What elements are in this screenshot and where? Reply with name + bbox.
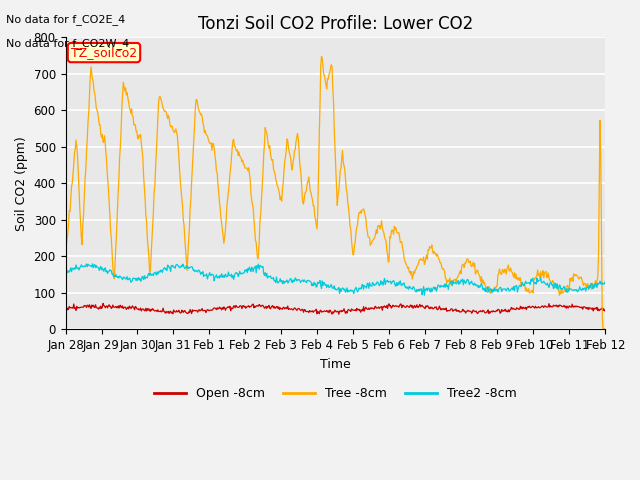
Open -8cm — [602, 308, 609, 314]
Open -8cm — [99, 300, 107, 306]
Tree -8cm — [72, 146, 79, 152]
Tree2 -8cm — [61, 272, 69, 278]
Tree -8cm — [211, 145, 218, 151]
Text: TZ_soilco2: TZ_soilco2 — [71, 46, 137, 59]
Tree -8cm — [182, 247, 189, 253]
Tree -8cm — [417, 257, 425, 263]
Open -8cm — [182, 310, 190, 316]
Text: No data for f_CO2E_4: No data for f_CO2E_4 — [6, 14, 125, 25]
Open -8cm — [61, 305, 69, 311]
Tree2 -8cm — [402, 285, 410, 291]
Text: No data for f_CO2W_4: No data for f_CO2W_4 — [6, 38, 130, 49]
Line: Tree2 -8cm: Tree2 -8cm — [65, 264, 605, 295]
Tree2 -8cm — [182, 263, 190, 268]
Title: Tonzi Soil CO2 Profile: Lower CO2: Tonzi Soil CO2 Profile: Lower CO2 — [198, 15, 473, 33]
Tree -8cm — [61, 256, 69, 262]
Open -8cm — [72, 305, 79, 311]
Tree2 -8cm — [89, 261, 97, 267]
X-axis label: Time: Time — [320, 358, 351, 371]
Open -8cm — [335, 312, 342, 317]
Line: Tree -8cm: Tree -8cm — [65, 56, 605, 329]
Tree2 -8cm — [128, 279, 136, 285]
Open -8cm — [128, 305, 136, 311]
Open -8cm — [419, 302, 426, 308]
Tree2 -8cm — [211, 274, 219, 280]
Tree2 -8cm — [72, 266, 79, 272]
Tree -8cm — [602, 326, 609, 332]
Tree -8cm — [599, 326, 607, 332]
Open -8cm — [403, 304, 410, 310]
Tree2 -8cm — [417, 286, 425, 292]
Line: Open -8cm: Open -8cm — [65, 303, 605, 314]
Tree -8cm — [402, 260, 410, 265]
Y-axis label: Soil CO2 (ppm): Soil CO2 (ppm) — [15, 136, 28, 231]
Open -8cm — [211, 305, 219, 311]
Legend: Open -8cm, Tree -8cm, Tree2 -8cm: Open -8cm, Tree -8cm, Tree2 -8cm — [150, 382, 522, 405]
Tree -8cm — [127, 110, 134, 116]
Tree2 -8cm — [420, 292, 428, 298]
Tree -8cm — [317, 53, 325, 59]
Tree2 -8cm — [602, 279, 609, 285]
